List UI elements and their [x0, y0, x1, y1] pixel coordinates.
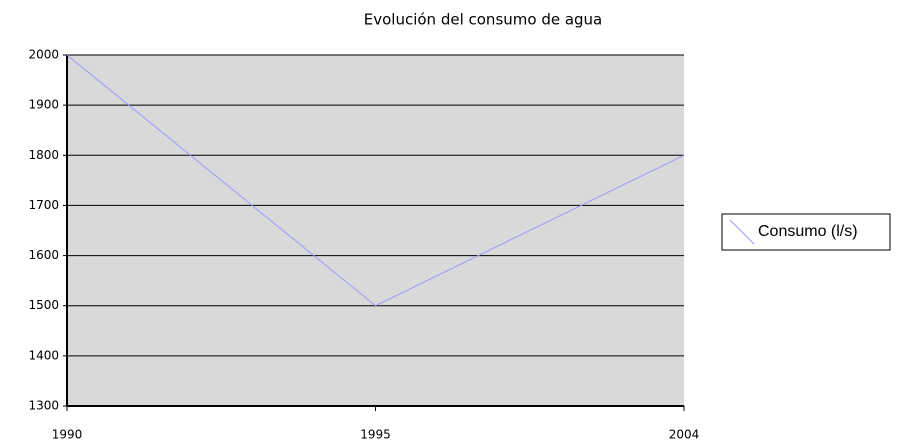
y-tick-label: 1700: [28, 198, 59, 212]
plot-area: [67, 55, 684, 406]
line-series: [66, 54, 685, 307]
y-tick-label: 1800: [28, 148, 59, 162]
y-tick-label: 1900: [28, 98, 59, 112]
y-tick-label: 1500: [28, 298, 59, 312]
y-tick-label: 2000: [28, 48, 59, 62]
x-tick-label: 2004: [669, 428, 700, 442]
legend-label: Consumo (l/s): [758, 223, 858, 240]
legend-box: [721, 213, 891, 251]
y-tick-label: 1400: [28, 348, 59, 362]
y-tick-label: 1300: [28, 399, 59, 413]
chart-title: Evolución del consumo de agua: [364, 11, 603, 29]
y-tick-label: 1600: [28, 248, 59, 262]
x-tick-label: 1995: [360, 428, 391, 442]
legend-swatch: [729, 219, 755, 245]
x-tick-label: 1990: [52, 428, 83, 442]
